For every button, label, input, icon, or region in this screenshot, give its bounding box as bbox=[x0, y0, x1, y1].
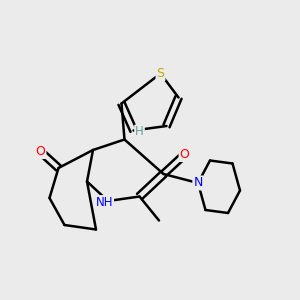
Text: S: S bbox=[157, 67, 164, 80]
Text: O: O bbox=[180, 148, 189, 161]
Text: H: H bbox=[135, 125, 144, 139]
Text: N: N bbox=[193, 176, 203, 190]
Text: O: O bbox=[36, 145, 45, 158]
Text: NH: NH bbox=[96, 196, 113, 209]
